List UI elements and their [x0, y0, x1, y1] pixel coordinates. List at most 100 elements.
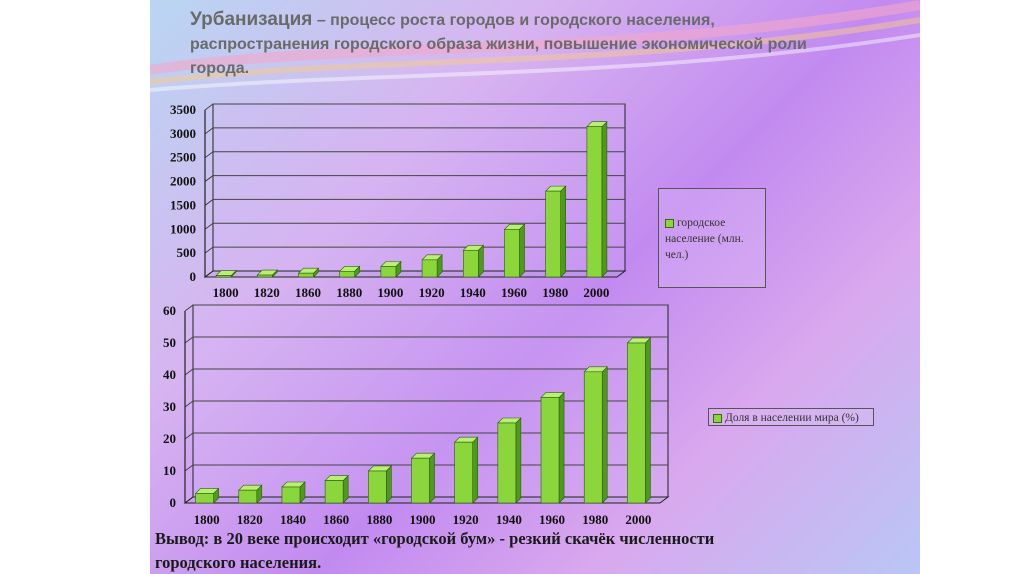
chart2-bar: [281, 486, 301, 504]
chart2-bar-side: [429, 452, 435, 504]
chart2-gridline-diag: [184, 400, 194, 408]
chart2-bar: [238, 489, 258, 504]
chart1-xtick-label: 1800: [213, 285, 239, 300]
chart2-gridline-diag: [184, 464, 194, 472]
chart2-xtick-label: 1940: [496, 512, 522, 527]
chart1-bar: [586, 126, 603, 278]
chart1-gridline-diag: [204, 222, 214, 230]
chart1-bar: [504, 228, 520, 278]
chart2-bar-side: [558, 391, 565, 504]
chart1-ytick-label: 1500: [170, 197, 196, 212]
legend1-line1: городское: [677, 217, 726, 229]
chart1-ytick-label: 2500: [170, 150, 196, 165]
title-line3: города.: [190, 60, 250, 77]
chart1-bar: [462, 249, 479, 278]
chart1-bar-side: [519, 223, 525, 278]
chart1-bar: [545, 190, 562, 278]
legend-world-share: Доля в населении мира (%): [708, 408, 874, 426]
chart2-xtick-label: 1900: [410, 512, 436, 527]
chart2-xtick-label: 1800: [194, 512, 220, 527]
legend-swatch: [665, 218, 674, 228]
chart1-xtick-label: 1980: [542, 285, 568, 300]
title-dash: –: [312, 12, 331, 29]
chart2-xtick-label: 1960: [539, 512, 565, 527]
chart1-ytick-label: 0: [190, 269, 197, 284]
chart2-ytick-label: 60: [163, 303, 176, 318]
chart2-ytick-label: 10: [163, 463, 176, 478]
chart1-ytick-label: 3500: [170, 102, 196, 117]
chart1-gridline-diag: [204, 151, 214, 159]
chart1-ytick-label: 2000: [170, 174, 196, 189]
chart2-bar: [411, 457, 430, 504]
conclusion-line2: городского населения.: [155, 553, 322, 572]
chart2-ytick-label: 30: [163, 399, 176, 414]
chart2-xtick-label: 1860: [323, 512, 349, 527]
chart1-ytick-label: 1000: [170, 221, 196, 236]
chart2-gridline-diag: [184, 368, 194, 376]
chart1-bar: [339, 270, 356, 278]
slide-background: Урбанизация – процесс роста городов и го…: [150, 0, 920, 574]
chart2-bar: [540, 397, 560, 504]
legend1-line3: чел.): [665, 249, 689, 261]
chart2-bar-side: [472, 436, 478, 504]
chart2-bar-side: [386, 465, 392, 504]
chart2-bar: [627, 342, 646, 504]
conclusion-line1: Вывод: в 20 веке происходит «городской б…: [155, 529, 715, 548]
chart1-xtick-label: 1860: [295, 285, 321, 300]
chart2-ytick-label: 0: [170, 495, 177, 510]
chart2-xtick-label: 1920: [453, 512, 479, 527]
chart1-gridline-diag: [204, 103, 214, 111]
chart1-xtick-label: 1960: [501, 285, 527, 300]
chart1-gridline-diag: [204, 175, 214, 182]
chart1-xtick-label: 1880: [336, 285, 362, 300]
chart2-ytick-label: 20: [163, 431, 176, 446]
chart2-xtick-label: 1840: [280, 512, 306, 527]
chart1-ytick-label: 3000: [170, 126, 196, 141]
chart2-xtick-label: 1980: [582, 512, 608, 527]
chart1-xtick-label: 2000: [583, 285, 609, 300]
chart2-bar: [454, 441, 473, 504]
chart2-bar-side: [515, 417, 522, 504]
chart1-bar: [215, 275, 232, 278]
chart2-bar: [497, 422, 517, 504]
chart2-bar: [368, 470, 387, 504]
chart2-bar: [583, 371, 603, 504]
chart1-gridline-diag: [204, 199, 214, 206]
chart2-xtick-label: 2000: [625, 512, 651, 527]
chart1-bar: [421, 259, 438, 278]
legend1-line2: население (млн.: [665, 233, 744, 245]
chart1-bar-side: [601, 120, 608, 278]
chart2-bar-side: [601, 366, 608, 504]
chart1-bar: [298, 272, 314, 278]
chart1-xtick-label: 1820: [254, 285, 280, 300]
chart2-ytick-label: 40: [163, 367, 176, 382]
legend-swatch: [713, 413, 722, 423]
legend-urban-population: городское население (млн. чел.): [658, 188, 766, 288]
title-line2: распространения городского образа жизни,…: [190, 36, 807, 53]
title-block: Урбанизация – процесс роста городов и го…: [190, 8, 890, 81]
chart1-xtick-label: 1920: [419, 285, 445, 300]
chart2-gridline-diag: [184, 432, 194, 440]
chart2-bar: [195, 493, 214, 504]
chart1-bar: [256, 274, 273, 278]
legend2-label: Доля в населении мира (%): [725, 412, 859, 424]
decorative-streaks: [150, 0, 920, 92]
chart2-ytick-label: 50: [163, 335, 176, 350]
chart2-gridline-diag: [184, 336, 194, 344]
chart2-bar-side: [645, 337, 651, 504]
chart2-xtick-label: 1820: [237, 512, 263, 527]
chart1-xtick-label: 1900: [377, 285, 403, 300]
chart1-bar-side: [560, 185, 567, 278]
conclusion-text: Вывод: в 20 веке происходит «городской б…: [155, 527, 855, 574]
title-term: Урбанизация: [190, 9, 313, 30]
chart1-xtick-label: 1940: [460, 285, 486, 300]
chart1-bar-side: [477, 244, 484, 278]
chart1-ytick-label: 500: [177, 245, 197, 260]
chart1-bar: [380, 266, 397, 278]
chart1-gridline-diag: [204, 127, 214, 135]
chart1-gridline-diag: [204, 246, 214, 254]
chart2-bar: [324, 480, 344, 504]
chart2-gridline-diag: [184, 304, 194, 312]
chart2-xtick-label: 1880: [366, 512, 392, 527]
